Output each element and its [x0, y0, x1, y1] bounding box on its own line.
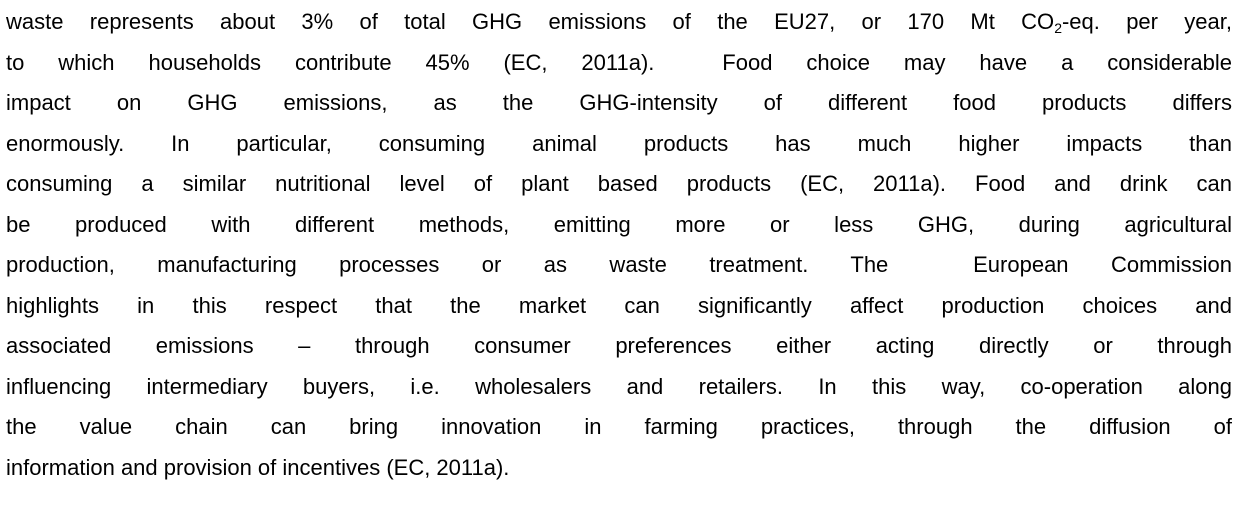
text-line: associated emissions – through consumer … — [6, 333, 1232, 358]
text-line: information and provision of incentives … — [6, 454, 510, 480]
text-line: influencing intermediary buyers, i.e. wh… — [6, 373, 1232, 399]
subscript: 2 — [1054, 20, 1062, 36]
text-line: to which households contribute 45% (EC, … — [6, 49, 1232, 75]
text-line: production, manufacturing processes or a… — [6, 252, 1232, 277]
text-line: enormously. In particular, consuming ani… — [6, 130, 1232, 156]
text-line: consuming a similar nutritional level of… — [6, 171, 1232, 196]
text-line: impact on GHG emissions, as the GHG-inte… — [6, 90, 1232, 115]
text-line: the value chain can bring innovation in … — [6, 414, 1232, 439]
text-span: waste represents about 3% of total GHG e… — [6, 9, 1055, 34]
text-line: waste represents about 3% of total GHG e… — [6, 2, 1232, 43]
text-line: be produced with different methods, emit… — [6, 211, 1232, 237]
text-span: -eq. per year, — [1061, 9, 1232, 34]
text-line: highlights in this respect that the mark… — [6, 292, 1232, 318]
